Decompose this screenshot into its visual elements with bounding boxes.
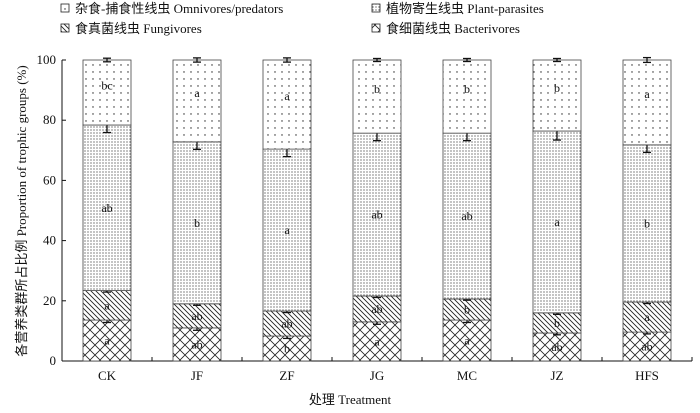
x-tick-label: MC — [457, 368, 477, 383]
significance-letter: a — [644, 87, 650, 101]
significance-letter: a — [464, 334, 470, 348]
bar-segment — [622, 301, 672, 333]
y-tick-label: 0 — [50, 353, 57, 368]
bar-segment — [532, 130, 582, 314]
legend-item-bacterivores: 食细菌线虫 Bacterivores — [371, 21, 520, 36]
significance-letter: a — [284, 89, 290, 103]
significance-letter: ab — [191, 337, 202, 351]
bar-segment — [352, 132, 402, 297]
legend-swatch — [371, 23, 381, 33]
legend: 杂食-捕食性线虫 Omnivores/predators 植物寄生线虫 Plan… — [60, 1, 544, 36]
bar-segment — [172, 303, 222, 329]
bar-segment — [352, 59, 402, 134]
x-tick-label: JF — [191, 368, 203, 383]
significance-letter: b — [284, 342, 290, 356]
bar-segment — [82, 59, 132, 126]
x-tick-label: JG — [370, 368, 384, 383]
legend-label: 植物寄生线虫 Plant-parasites — [386, 1, 544, 16]
significance-letter: a — [554, 215, 560, 229]
bar-segment — [262, 59, 312, 150]
legend-item-omnivores: 杂食-捕食性线虫 Omnivores/predators — [60, 1, 283, 16]
significance-letter: ab — [641, 340, 652, 354]
bar-segment — [82, 319, 132, 362]
y-tick-label: 100 — [37, 52, 57, 67]
legend-label: 食真菌线虫 Fungivores — [75, 21, 202, 36]
y-tick-label: 60 — [43, 172, 56, 187]
bar-segment — [352, 295, 402, 323]
y-tick-label: 40 — [43, 233, 56, 248]
bar-segment — [262, 335, 312, 362]
legend-label: 杂食-捕食性线虫 Omnivores/predators — [75, 1, 283, 16]
legend-item-fungivores: 食真菌线虫 Fungivores — [60, 21, 202, 36]
bar-segment — [352, 321, 402, 362]
significance-letter: ab — [551, 340, 562, 354]
bar-segment — [82, 124, 132, 291]
y-axis-label: 各营养类群所占比例 Proportion of trophic groups (… — [14, 65, 29, 356]
significance-letter: a — [644, 310, 650, 324]
bar-segment — [622, 59, 672, 146]
significance-letter: a — [374, 334, 380, 348]
significance-letter: b — [644, 216, 650, 230]
significance-letter: a — [284, 223, 290, 237]
legend-swatch — [60, 23, 70, 33]
x-tick-label: CK — [98, 368, 117, 383]
bar-segment — [262, 148, 312, 312]
bar-segment — [532, 59, 582, 132]
significance-letter: b — [374, 82, 380, 96]
significance-letter: b — [464, 82, 470, 96]
legend-swatch — [371, 3, 381, 13]
bar-segment — [442, 319, 492, 362]
significance-letter: ab — [191, 309, 202, 323]
significance-letter: a — [194, 86, 200, 100]
significance-letter: ab — [371, 302, 382, 316]
x-tick-label: JZ — [551, 368, 564, 383]
bar-segment — [442, 59, 492, 134]
significance-letter: bc — [101, 78, 112, 92]
significance-letter: b — [464, 303, 470, 317]
legend-item-plant-parasites: 植物寄生线虫 Plant-parasites — [371, 1, 544, 16]
significance-letter: b — [194, 216, 200, 230]
bar-segment — [172, 141, 222, 305]
x-tick-label: ZF — [279, 368, 294, 383]
bar-segment — [262, 310, 312, 337]
legend-swatch — [60, 3, 70, 13]
significance-letter: ab — [461, 209, 472, 223]
x-axis-label: 处理 Treatment — [309, 392, 392, 407]
significance-letter: b — [554, 81, 560, 95]
significance-letter: ab — [281, 317, 292, 331]
legend-label: 食细菌线虫 Bacterivores — [386, 21, 520, 36]
significance-letter: a — [104, 334, 110, 348]
x-tick-label: HFS — [635, 368, 659, 383]
axes: 0 20 40 60 80 100 CK JF ZF JG MC JZ HFS — [37, 52, 693, 383]
significance-letter: ab — [101, 201, 112, 215]
bar-segment — [442, 132, 492, 300]
bar-segment — [172, 59, 222, 143]
y-tick-label: 20 — [43, 293, 56, 308]
significance-letter: ab — [371, 208, 382, 222]
y-tick-label: 80 — [43, 112, 56, 127]
significance-letter: a — [104, 298, 110, 312]
bar-segment — [532, 332, 582, 362]
significance-letter: b — [554, 316, 560, 330]
bar-segment — [82, 290, 132, 321]
bar-segment — [622, 144, 672, 303]
